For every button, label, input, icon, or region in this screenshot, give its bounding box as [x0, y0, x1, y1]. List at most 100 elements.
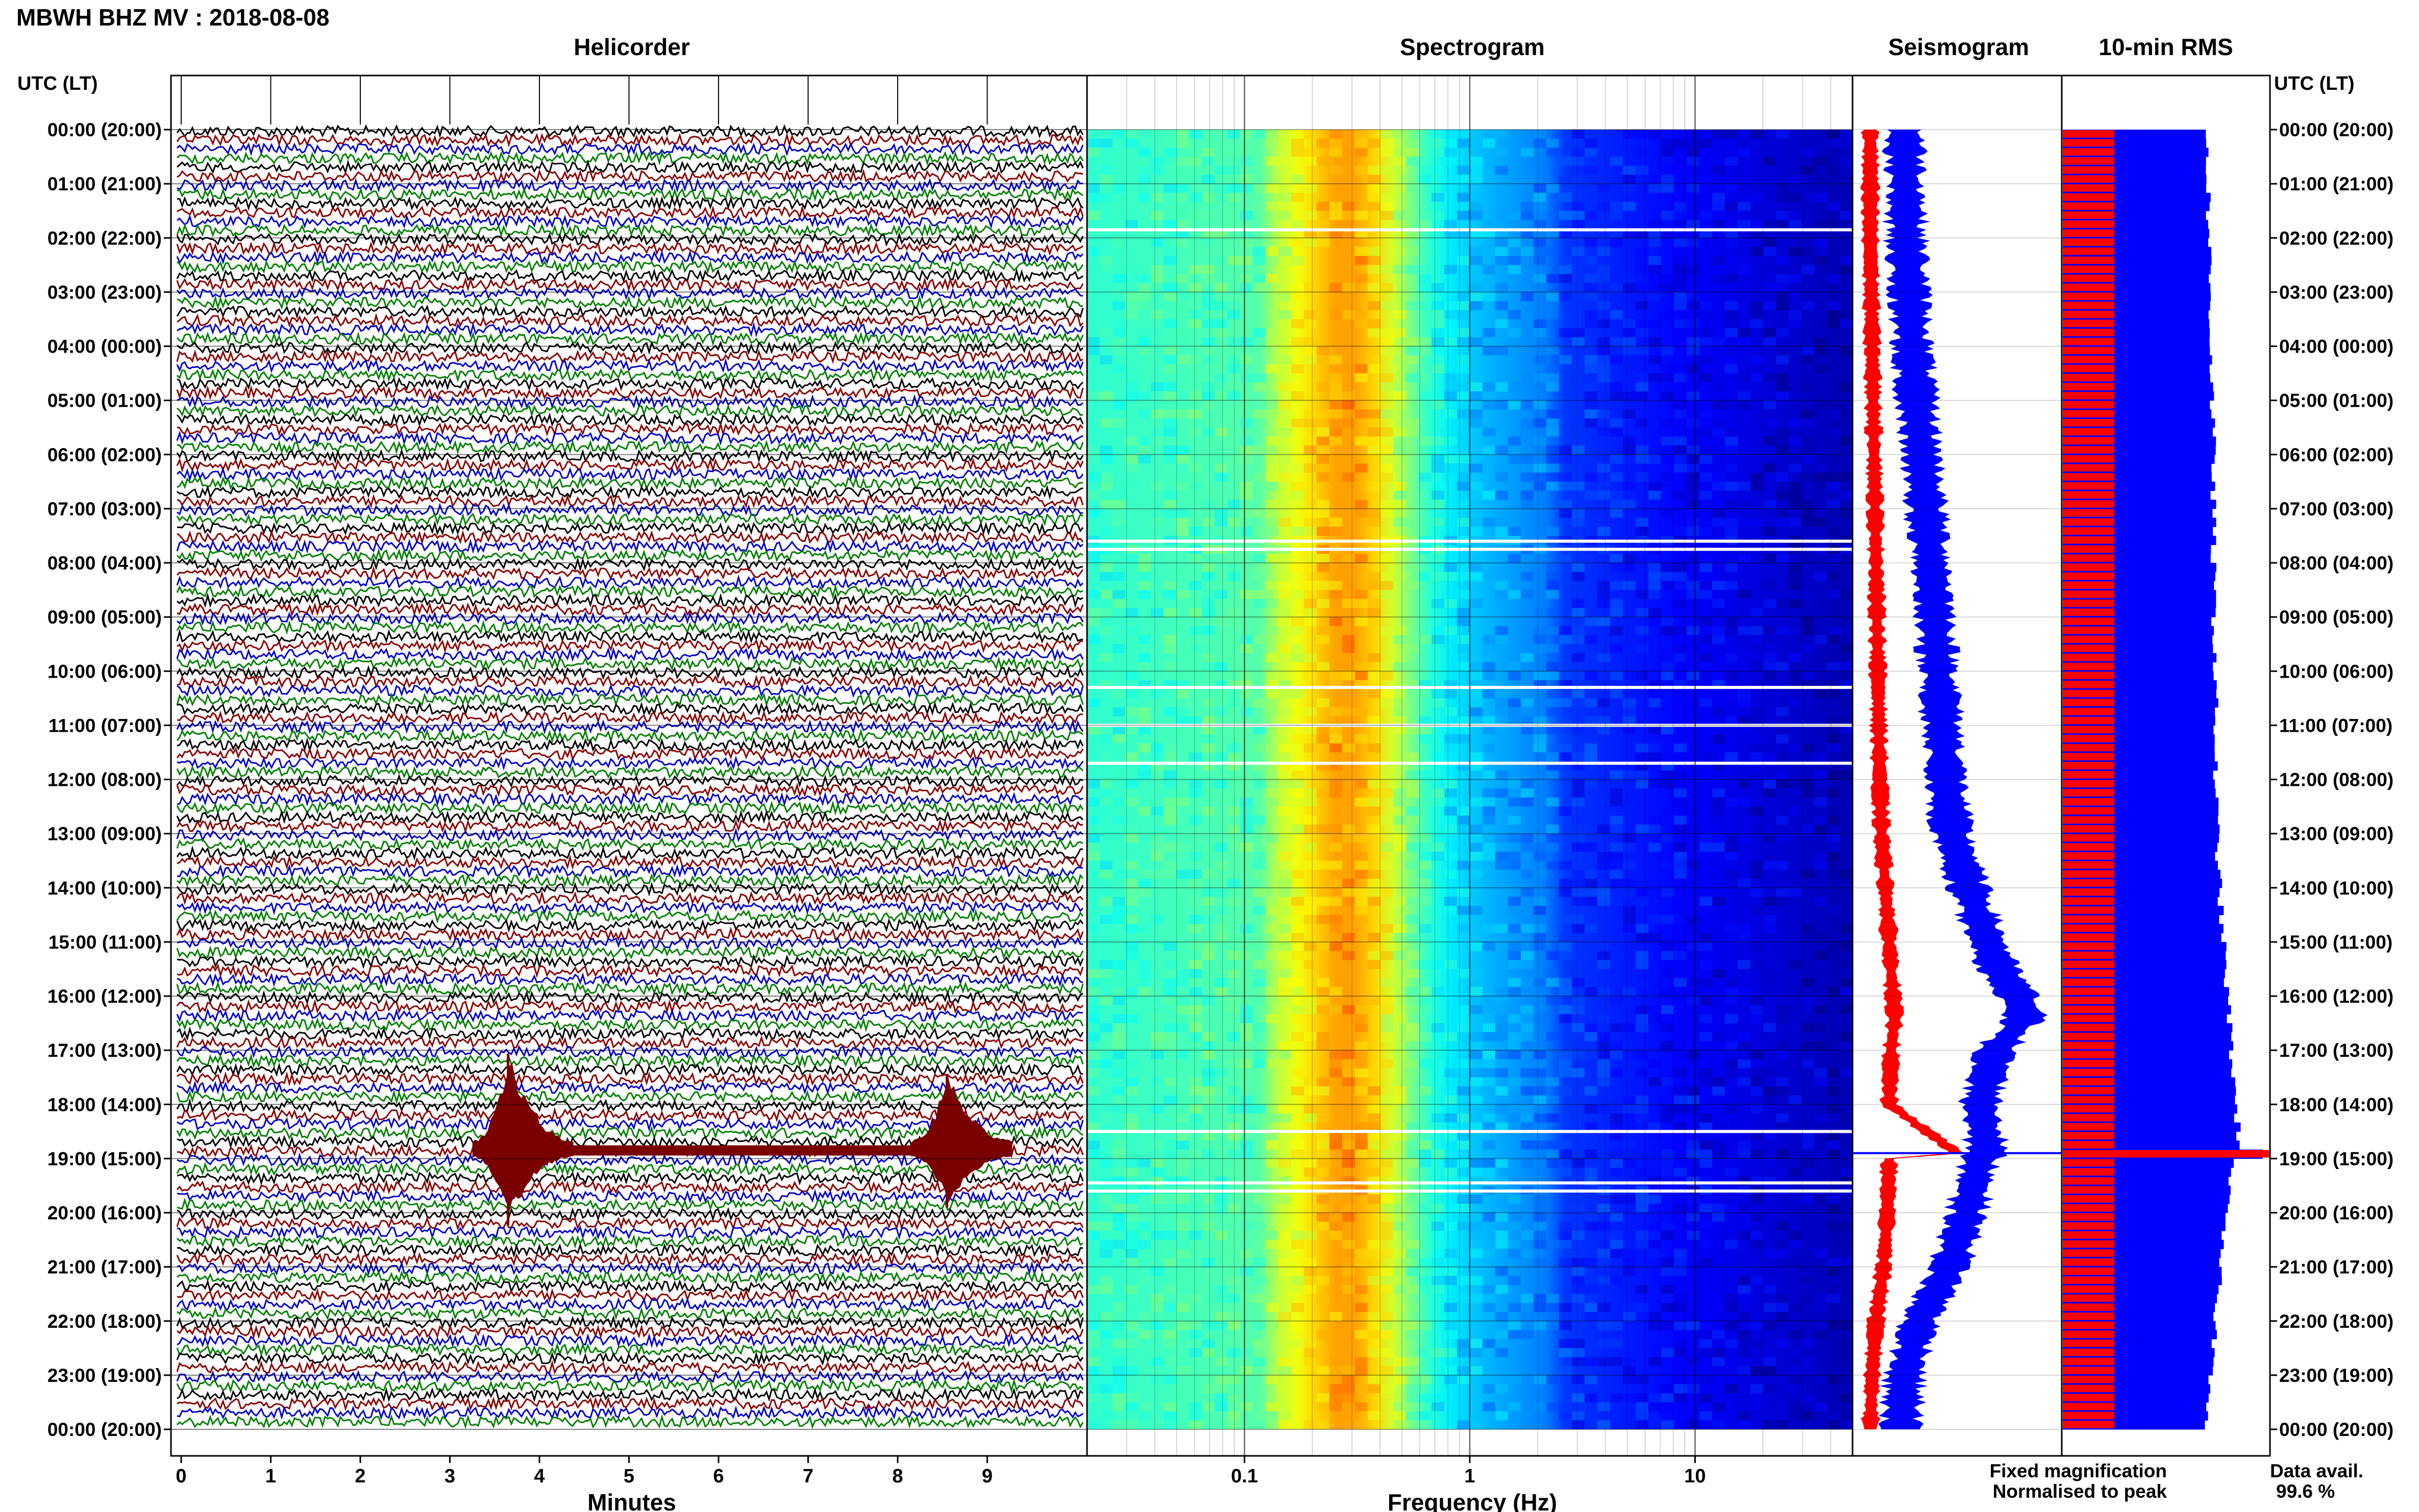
spectrogram-cell [1840, 454, 1853, 464]
spectrogram-cell [1138, 147, 1151, 157]
spectrogram-cell [1227, 842, 1240, 852]
spectrogram-cell [1750, 1023, 1763, 1032]
spectrogram-cell [1623, 689, 1636, 699]
spectrogram-cell [1725, 743, 1738, 753]
spectrogram-cell [1546, 671, 1559, 680]
spectrogram-cell [1291, 147, 1304, 157]
spectrogram-cell [1380, 554, 1393, 563]
spectrogram-cell [1559, 1086, 1572, 1096]
spectrogram-cell [1750, 590, 1763, 599]
spectrogram-cell [1202, 1086, 1215, 1096]
spectrogram-cell [1202, 563, 1215, 572]
spectrogram-cell [1827, 1131, 1840, 1141]
spectrogram-cell [1215, 490, 1227, 500]
spectrogram-cell [1317, 914, 1329, 924]
spectrogram-cell [1725, 256, 1738, 265]
spectrogram-cell [1470, 906, 1483, 915]
spectrogram-cell [1419, 274, 1431, 283]
spectrogram-cell [1572, 147, 1585, 157]
helicorder-x-tick-label: 1 [265, 1466, 276, 1487]
spectrogram-cell [1597, 1014, 1610, 1024]
spectrogram-cell [1202, 292, 1215, 302]
rms-bar-normalised [2063, 1213, 2114, 1221]
spectrogram-cell [1610, 1195, 1623, 1204]
time-tick-label-left: 10:00 (06:00) [47, 661, 162, 682]
spectrogram-cell [1687, 445, 1699, 455]
spectrogram-cell [1457, 924, 1470, 933]
spectrogram-cell [1368, 319, 1380, 329]
rms-bar-normalised [2063, 473, 2114, 481]
spectrogram-cell [1840, 1257, 1853, 1267]
spectrogram-cell [1380, 445, 1393, 455]
spectrogram-cell [1597, 852, 1610, 861]
helicorder-trace [176, 367, 1084, 383]
spectrogram-cell [1355, 1005, 1368, 1014]
spectrogram-cell [1827, 1420, 1840, 1429]
spectrogram-cell [1508, 238, 1521, 247]
spectrogram-cell [1534, 319, 1546, 329]
spectrogram-cell [1508, 246, 1521, 256]
spectrogram-cell [1495, 1068, 1508, 1078]
spectrogram-cell [1291, 617, 1304, 626]
spectrogram-cell [1750, 887, 1763, 897]
spectrogram-cell [1176, 969, 1189, 978]
spectrogram-cell [1623, 337, 1636, 346]
spectrogram-cell [1572, 1023, 1585, 1032]
spectrogram-cell [1176, 292, 1189, 302]
spectrogram-cell [1623, 445, 1636, 455]
spectrogram-cell [1266, 797, 1278, 807]
spectrogram-cell [1202, 914, 1215, 924]
helicorder-trace [177, 953, 1084, 970]
spectrogram-cell [1623, 1104, 1636, 1113]
spectrogram-cell [1725, 870, 1738, 879]
spectrogram-cell [1661, 1294, 1674, 1303]
spectrogram-cell [1393, 635, 1406, 645]
spectrogram-cell [1444, 1203, 1457, 1213]
spectrogram-cell [1329, 527, 1342, 536]
spectrogram-cell [1521, 960, 1534, 969]
spectrogram-cell [1814, 1005, 1827, 1014]
spectrogram-cell [1291, 689, 1304, 699]
spectrogram-cell [1814, 1375, 1827, 1384]
spectrogram-cell [1534, 1375, 1546, 1384]
helicorder-trace [176, 357, 1084, 374]
spectrogram-cell [1750, 1059, 1763, 1069]
spectrogram-cell [1393, 1014, 1406, 1024]
spectrogram-cell [1763, 1312, 1776, 1321]
spectrogram-cell [1380, 301, 1393, 310]
spectrogram-cell [1559, 698, 1572, 707]
spectrogram-cell [1725, 1294, 1738, 1303]
spectrogram-cell [1483, 1339, 1495, 1348]
spectrogram-cell [1610, 157, 1623, 166]
spectrogram-cell [1266, 1059, 1278, 1069]
spectrogram-cell [1113, 1050, 1125, 1059]
spectrogram-cell [1291, 906, 1304, 915]
spectrogram-cell [1240, 1122, 1253, 1132]
spectrogram-cell [1495, 1384, 1508, 1394]
spectrogram-cell [1750, 572, 1763, 581]
spectrogram-cell [1648, 175, 1661, 184]
spectrogram-cell [1559, 192, 1572, 202]
helicorder-trace [176, 340, 1084, 355]
spectrogram-cell [1687, 1077, 1699, 1086]
spectrogram-cell [1278, 1230, 1291, 1240]
time-tick-label-right: 18:00 (14:00) [2279, 1094, 2393, 1115]
time-tick-label-left: 00:00 (20:00) [47, 1419, 162, 1440]
spectrogram-cell [1699, 473, 1712, 482]
spectrogram-cell [1419, 346, 1431, 356]
spectrogram-cell [1406, 815, 1419, 825]
spectrogram-cell [1113, 184, 1125, 193]
spectrogram-cell [1151, 436, 1164, 446]
spectrogram-cell [1355, 274, 1368, 283]
spectrogram-cell [1623, 860, 1636, 870]
spectrogram-cell [1419, 1086, 1431, 1096]
spectrogram-cell [1419, 960, 1431, 969]
spectrogram-cell [1801, 1393, 1814, 1402]
spectrogram-cell [1431, 418, 1444, 428]
spectrogram-cell [1508, 328, 1521, 337]
spectrogram-cell [1100, 527, 1113, 536]
spectrogram-cell [1827, 427, 1840, 437]
spectrogram-cell [1661, 138, 1674, 148]
time-tick-label-left: 02:00 (22:00) [47, 228, 162, 249]
spectrogram-cell [1610, 427, 1623, 437]
